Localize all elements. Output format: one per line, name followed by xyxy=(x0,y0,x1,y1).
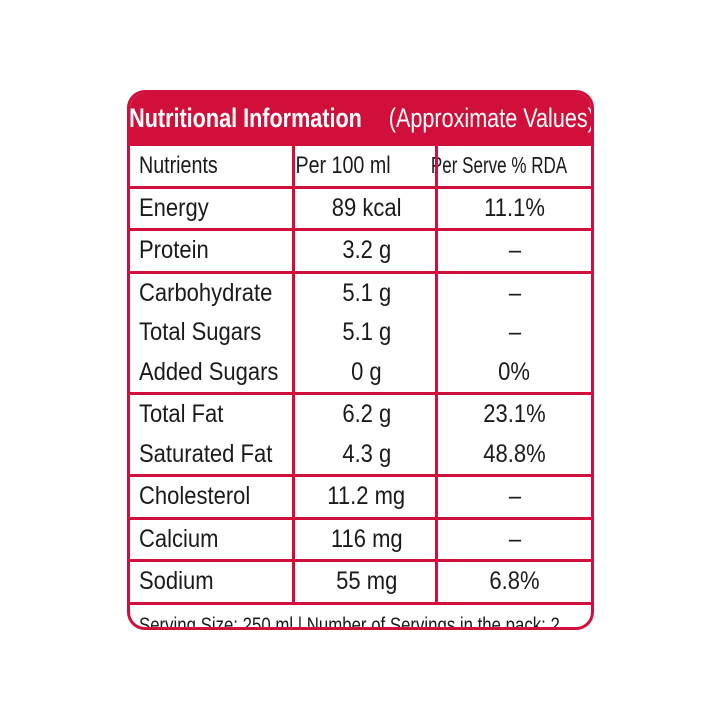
column-header-rda: Per Serve % RDA xyxy=(430,152,568,179)
per-100ml-value: 11.2 mg xyxy=(327,482,406,511)
nutrient-group: Total Fat 6.2 g 23.1% Saturated Fat 4.3 g 48.… xyxy=(130,392,591,474)
nutrient-group: Energy 89 kcal 11.1% xyxy=(130,185,591,229)
per-100ml-value: 5.1 g xyxy=(342,278,391,307)
per-100ml-value: 6.2 g xyxy=(342,400,391,429)
nutrient-name: Calcium xyxy=(139,524,219,553)
per-100ml-value: 116 mg xyxy=(330,524,403,553)
table-row: Protein 3.2 g – xyxy=(130,231,591,271)
per-100ml-value: 5.1 g xyxy=(342,318,391,347)
table-row: Carbohydrate 5.1 g – xyxy=(130,274,591,314)
rda-value: – xyxy=(508,482,521,511)
per-100ml-value: 3.2 g xyxy=(342,236,391,265)
rda-value: 48.8% xyxy=(483,439,546,468)
column-header-row: Nutrients Per 100 ml Per Serve % RDA xyxy=(130,143,591,186)
panel-title: Nutritional Information (Approximate Val… xyxy=(130,93,591,143)
column-header-nutrients: Nutrients xyxy=(139,151,218,179)
nutrient-name: Sodium xyxy=(139,567,214,596)
per-100ml-value: 0 g xyxy=(351,357,382,386)
nutrient-name: Total Sugars xyxy=(139,318,262,347)
rda-value: – xyxy=(508,524,521,553)
rda-value: 23.1% xyxy=(483,400,546,429)
nutrient-name: Carbohydrate xyxy=(139,278,273,307)
nutrient-name: Saturated Fat xyxy=(139,439,273,468)
table-row: Total Sugars 5.1 g – xyxy=(130,313,591,353)
nutrient-name: Protein xyxy=(139,236,209,265)
nutrient-name: Energy xyxy=(139,193,209,222)
rda-value: – xyxy=(508,278,521,307)
serving-text: Serving Size: 250 ml | Number of Serving… xyxy=(139,613,560,630)
rda-value: 0% xyxy=(498,357,531,386)
nutrient-name: Added Sugars xyxy=(139,357,279,386)
nutrient-group: Protein 3.2 g – xyxy=(130,228,591,271)
nutrient-group: Carbohydrate 5.1 g – Total Sugars 5.1 g – Adde… xyxy=(130,270,591,393)
nutrient-name: Total Fat xyxy=(139,400,224,429)
per-100ml-value: 89 kcal xyxy=(331,193,402,222)
column-header-per-100ml: Per 100 ml xyxy=(295,151,391,179)
title-bold: Nutritional Information xyxy=(129,102,363,133)
title-light: (Approximate Values) xyxy=(388,102,594,133)
per-100ml-value: 4.3 g xyxy=(342,439,391,468)
rda-value: 6.8% xyxy=(489,567,540,596)
nutrient-group: Sodium 55 mg 6.8% xyxy=(130,559,591,602)
nutrient-group: Cholesterol 11.2 mg – xyxy=(130,474,591,517)
table-row: Calcium 116 mg – xyxy=(130,520,591,560)
rda-value: – xyxy=(508,318,521,347)
table-row: Total Fat 6.2 g 23.1% xyxy=(130,395,591,435)
table-row: Saturated Fat 4.3 g 48.8% xyxy=(130,435,591,475)
per-100ml-value: 55 mg xyxy=(335,567,398,596)
rda-value: 11.1% xyxy=(484,193,545,222)
table-row: Cholesterol 11.2 mg – xyxy=(130,477,591,517)
nutrition-panel: Nutritional Information (Approximate Val… xyxy=(127,90,594,630)
table-row: Added Sugars 0 g 0% xyxy=(130,353,591,393)
serving-info: Serving Size: 250 ml | Number of Serving… xyxy=(130,601,591,630)
nutrient-name: Cholesterol xyxy=(139,482,251,511)
table-row: Sodium 55 mg 6.8% xyxy=(130,562,591,602)
table-row: Energy 89 kcal 11.1% xyxy=(130,189,591,229)
rda-value: – xyxy=(508,236,521,265)
nutrient-group: Calcium 116 mg – xyxy=(130,516,591,560)
